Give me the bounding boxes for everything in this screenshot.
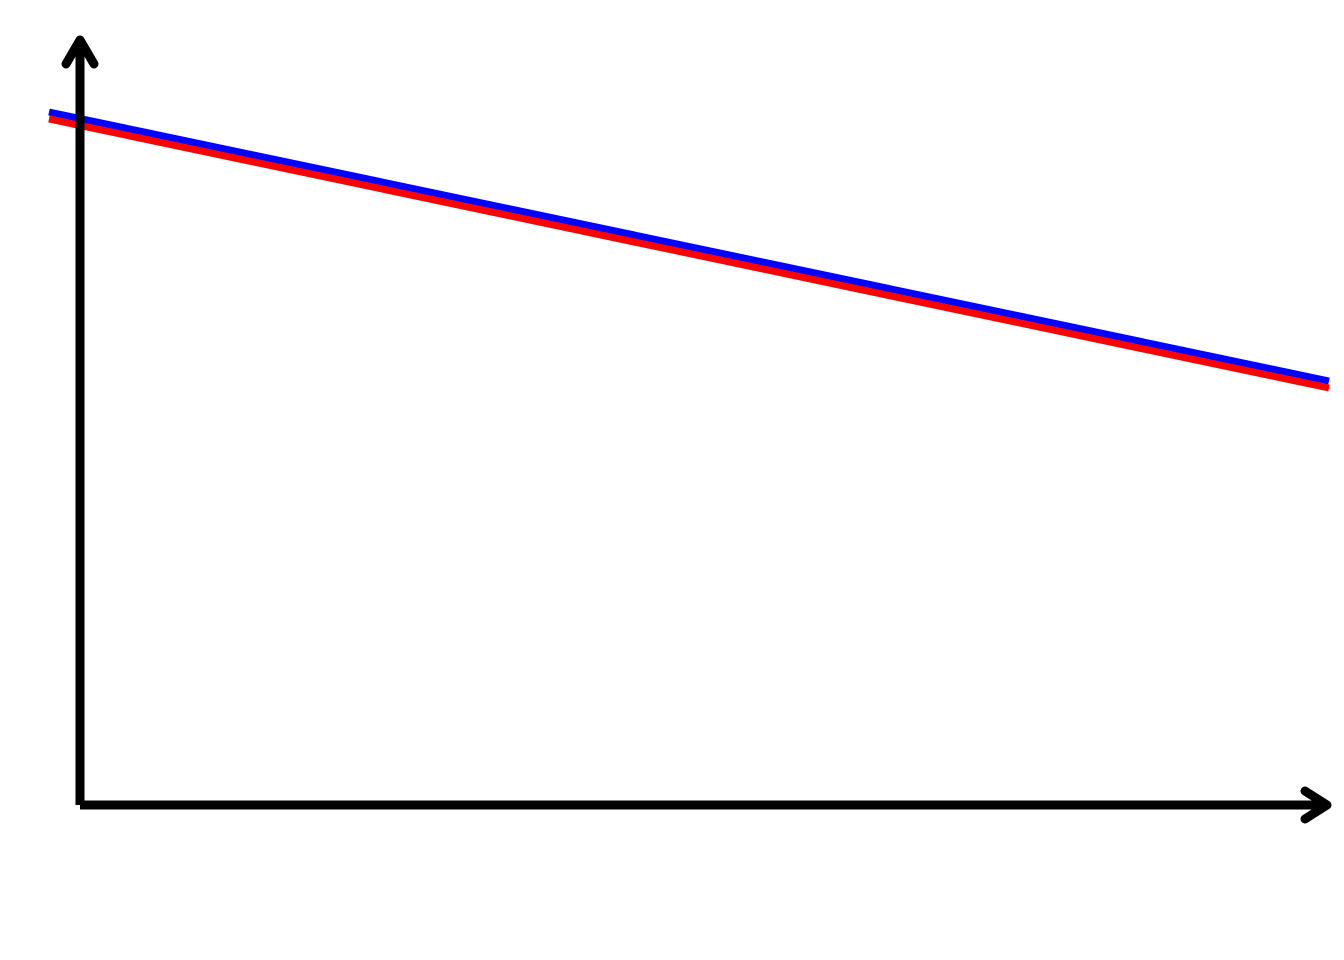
y-axis-arrowhead-icon — [61, 35, 99, 69]
x-axis-arrowhead-icon — [1300, 786, 1332, 824]
axes — [61, 35, 1332, 824]
red-line — [48, 115, 1330, 392]
blue-line — [48, 108, 1330, 385]
